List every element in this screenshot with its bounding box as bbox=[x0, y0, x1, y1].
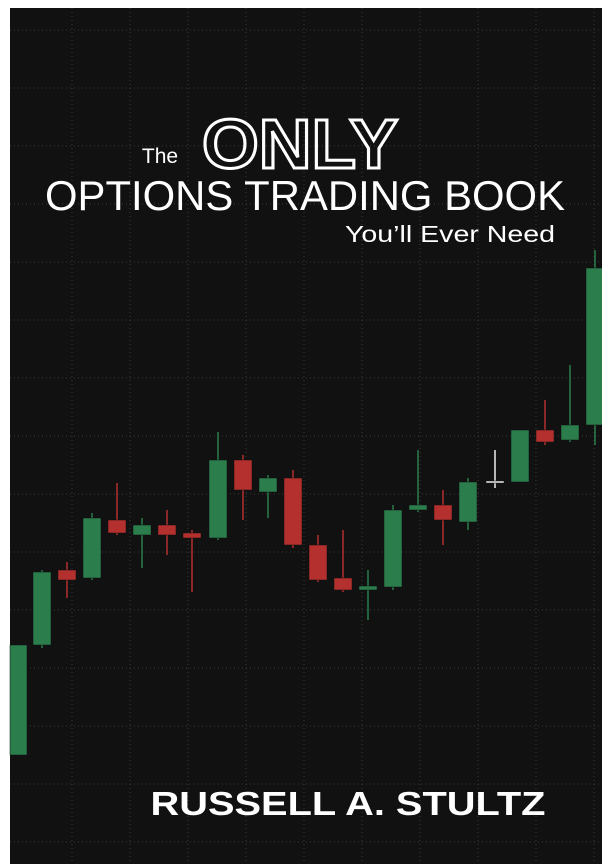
candle-body bbox=[535, 429, 555, 443]
candle-body bbox=[208, 459, 228, 539]
candle-body bbox=[132, 524, 152, 536]
candle-body bbox=[233, 459, 253, 491]
grid bbox=[10, 8, 602, 864]
candle-body bbox=[560, 424, 580, 441]
candle-body bbox=[283, 477, 303, 546]
candle-body bbox=[57, 569, 77, 581]
candle-body bbox=[485, 480, 505, 484]
candle-body bbox=[308, 544, 328, 581]
candle-body bbox=[408, 504, 428, 511]
candle-body bbox=[333, 577, 353, 591]
candle-body bbox=[383, 509, 403, 588]
title-sub: You’ll Ever Need bbox=[345, 221, 555, 247]
candle-body bbox=[107, 519, 127, 534]
author: RUSSELL A. STULTZ bbox=[151, 785, 546, 822]
candle-body bbox=[458, 481, 478, 523]
title-only: ONLY bbox=[202, 105, 398, 183]
candle-body bbox=[182, 532, 202, 539]
candle-body bbox=[433, 504, 453, 521]
title-main: OPTIONS TRADING BOOK bbox=[45, 172, 565, 219]
candlestick-pattern bbox=[9, 250, 602, 756]
candle-body bbox=[510, 429, 530, 483]
candle-body bbox=[358, 585, 378, 591]
candle-body bbox=[157, 524, 177, 536]
candle-body bbox=[9, 644, 28, 756]
candle-body bbox=[258, 477, 278, 493]
candle-body bbox=[585, 267, 602, 426]
candle-body bbox=[82, 517, 102, 579]
candle-body bbox=[32, 571, 52, 646]
title-the: The bbox=[142, 145, 178, 168]
